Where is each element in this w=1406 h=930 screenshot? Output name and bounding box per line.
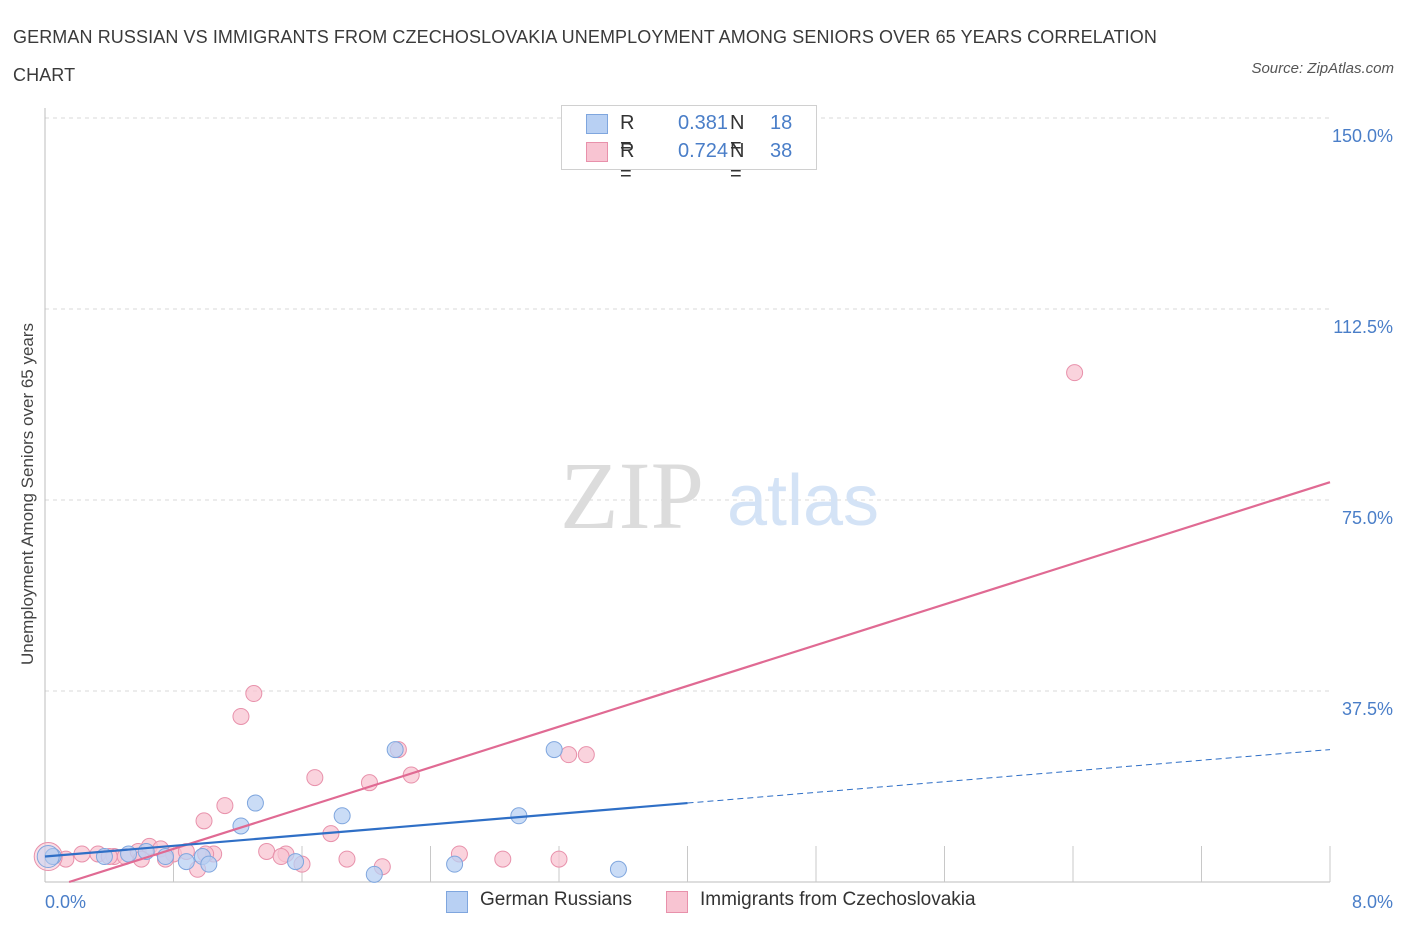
watermark: ZIP atlas <box>560 442 879 549</box>
legend-n-value-german-russians: 18 <box>770 112 793 134</box>
bottom-legend-label-immigrants-czechoslovakia: Immigrants from Czechoslovakia <box>700 889 976 910</box>
watermark-zip: ZIP <box>560 442 704 549</box>
trend-lines <box>44 481 1331 884</box>
point-immigrants-czechoslovakia-19 <box>272 848 290 866</box>
point-german-russians-7 <box>200 855 218 873</box>
trend-line-immigrants-czechoslovakia <box>68 481 1331 884</box>
chart-title: GERMAN RUSSIAN VS IMMIGRANTS FROM CZECHO… <box>13 27 1157 85</box>
legend-n-label: N = <box>730 140 745 185</box>
correlation-legend: R = 0.381 N = 18 R = 0.724 N = 38 <box>561 105 817 185</box>
legend-r-label: R = <box>620 112 635 157</box>
point-immigrants-czechoslovakia-12 <box>195 812 213 830</box>
x-tick-label-max: 8.0% <box>1352 892 1393 912</box>
point-immigrants-czechoslovakia-15 <box>232 707 250 725</box>
point-german-russians-16 <box>545 741 563 759</box>
point-german-russians-10 <box>287 853 305 871</box>
source-label: Source: ZipAtlas.com <box>1251 60 1394 77</box>
legend-r-value-immigrants-czechoslovakia: 0.724 <box>678 140 729 162</box>
point-immigrants-czechoslovakia-23 <box>338 850 356 868</box>
point-german-russians-9 <box>246 794 264 812</box>
point-immigrants-czechoslovakia-31 <box>560 746 578 764</box>
point-immigrants-czechoslovakia-16 <box>245 685 263 703</box>
y-axis-label: Unemployment Among Seniors over 65 years <box>18 322 37 666</box>
watermark-atlas: atlas <box>727 461 879 541</box>
y-tick-label-112.5: 112.5% <box>1333 317 1393 337</box>
trend-line-german-russians <box>44 801 688 858</box>
point-immigrants-czechoslovakia-29 <box>494 850 512 868</box>
x-tick-label-min: 0.0% <box>45 892 86 912</box>
point-german-russians-12 <box>365 865 383 883</box>
point-german-russians-13 <box>386 741 404 759</box>
bottom-legend-swatch-pink <box>666 891 688 913</box>
bottom-legend-swatch-blue <box>446 891 468 913</box>
trend-line-german-russians-extension <box>687 749 1331 804</box>
legend-swatch-pink <box>586 142 608 162</box>
point-immigrants-czechoslovakia-21 <box>306 769 324 787</box>
legend-r-label: R = <box>620 140 635 185</box>
tick-labels: 37.5% 75.0% 112.5% 150.0% 0.0% 8.0% <box>45 126 1393 912</box>
y-tick-label-150: 150.0% <box>1332 126 1393 146</box>
y-tick-label-37.5: 37.5% <box>1342 699 1393 719</box>
legend-swatch-blue <box>586 114 608 134</box>
point-immigrants-czechoslovakia-14 <box>216 797 234 815</box>
immigrants-czechoslovakia-points <box>33 364 1084 878</box>
y-tick-label-75: 75.0% <box>1342 508 1393 528</box>
bottom-legend-label-german-russians: German Russians <box>480 889 633 910</box>
point-german-russians-14 <box>446 855 464 873</box>
point-german-russians-11 <box>333 807 351 825</box>
point-immigrants-czechoslovakia-33 <box>1066 364 1084 382</box>
point-immigrants-czechoslovakia-17 <box>258 842 276 860</box>
legend-n-label: N = <box>730 112 745 157</box>
legend-n-value-immigrants-czechoslovakia: 38 <box>770 140 793 162</box>
legend-r-value-german-russians: 0.381 <box>678 112 729 134</box>
point-german-russians-5 <box>177 853 195 871</box>
german-russians-points <box>36 741 627 883</box>
point-immigrants-czechoslovakia-24 <box>360 774 378 792</box>
grid-layer <box>45 117 1330 692</box>
point-immigrants-czechoslovakia-30 <box>550 850 568 868</box>
point-immigrants-czechoslovakia-32 <box>577 746 595 764</box>
point-german-russians-17 <box>609 860 627 878</box>
